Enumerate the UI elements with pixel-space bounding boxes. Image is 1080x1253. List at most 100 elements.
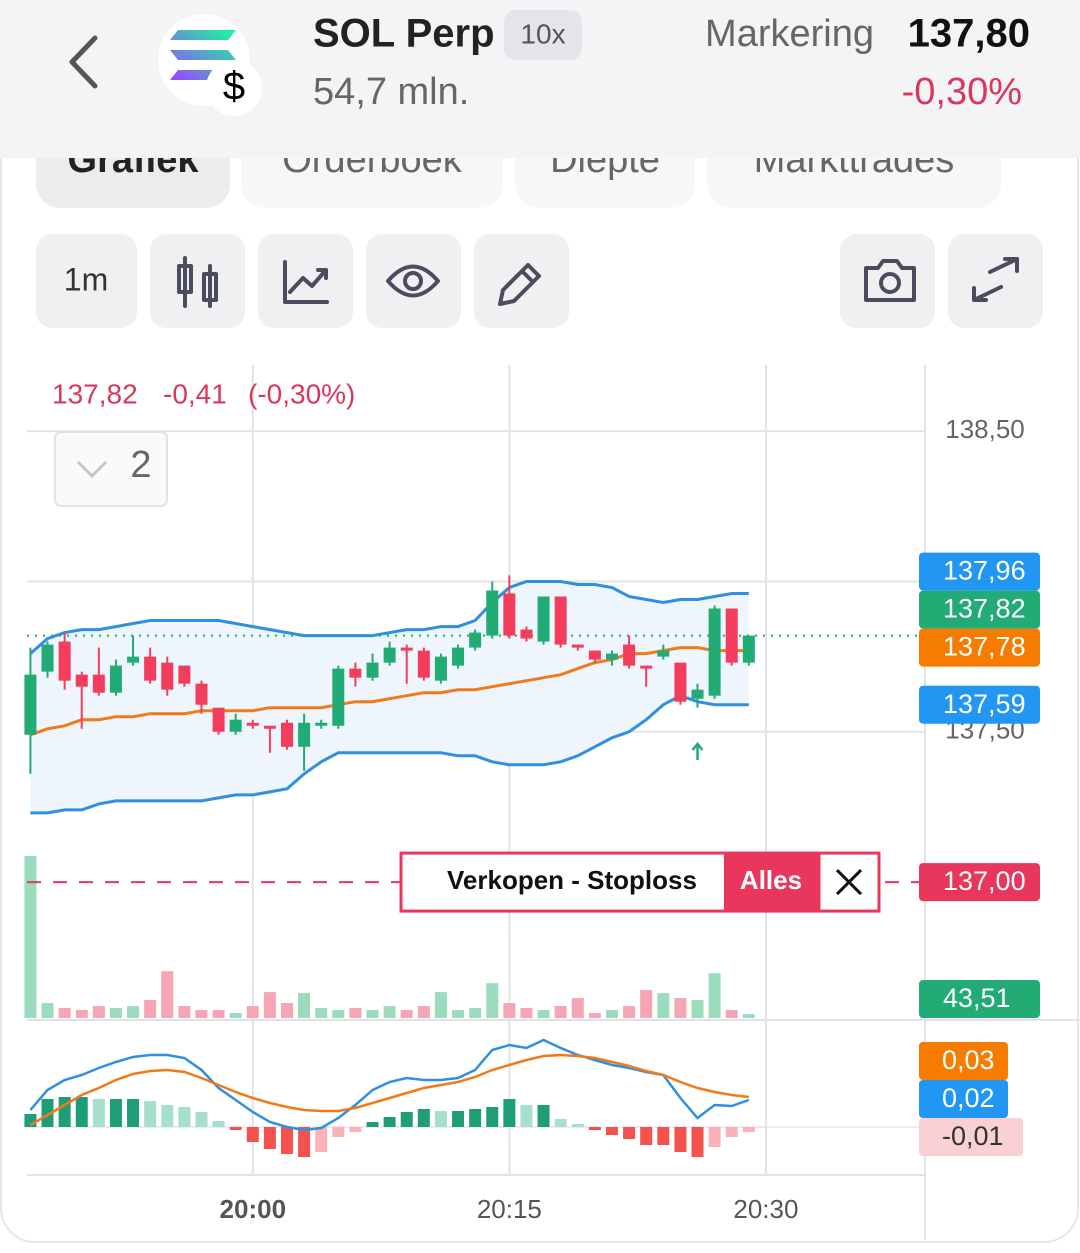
price-badge — [919, 685, 1040, 724]
volume-bar — [263, 992, 276, 1018]
mark-price: 137,80 — [908, 12, 1030, 56]
volume-bar — [280, 1003, 293, 1018]
macd-hist-bar — [503, 1099, 516, 1127]
volume-bar — [657, 993, 670, 1018]
quote-icon: $ — [223, 65, 245, 109]
macd-hist-bar — [298, 1127, 311, 1157]
volume-bar — [725, 1010, 738, 1018]
volume-bar — [588, 1013, 601, 1018]
camera-icon — [864, 259, 916, 302]
macd-hist-bar — [674, 1127, 687, 1152]
macd-hist-bar — [605, 1127, 618, 1135]
candle-body — [349, 668, 362, 678]
macd-hist-bar — [161, 1105, 174, 1127]
volume-bar — [554, 1006, 567, 1018]
eye-icon — [386, 264, 440, 298]
fullscreen-button[interactable] — [948, 234, 1043, 328]
candle-body — [263, 725, 276, 729]
macd-hist-bar — [366, 1122, 379, 1127]
leverage-pill — [504, 10, 582, 60]
candle-body — [92, 674, 105, 693]
candle-body — [537, 596, 550, 642]
volume-bar — [349, 1008, 362, 1018]
macd-hist-bar — [486, 1107, 499, 1127]
macd-hist-bar — [41, 1099, 54, 1127]
candle-body — [623, 644, 636, 666]
macd-hist-bar — [109, 1099, 122, 1127]
volume-bar — [417, 1006, 430, 1018]
draw-button[interactable] — [474, 234, 569, 328]
volume-bar — [24, 855, 37, 1018]
macd-hist-bar — [588, 1127, 601, 1130]
volume-bar — [605, 1010, 618, 1018]
volume-bar — [229, 1013, 242, 1018]
candle-body — [161, 662, 174, 690]
macd-hist-bar — [263, 1127, 276, 1149]
macd-hist-bar — [229, 1127, 242, 1130]
x-tick-label: 20:15 — [477, 1194, 542, 1224]
chart-type-button[interactable] — [150, 234, 245, 328]
volume-bar — [691, 1000, 704, 1018]
legend-change-pct: (-0,30%) — [248, 378, 355, 409]
volume-bar — [503, 1003, 516, 1018]
toolbar: 1m — [36, 234, 1043, 328]
visibility-button[interactable] — [366, 234, 461, 328]
eye-pupil — [403, 271, 423, 291]
candle-body — [195, 683, 208, 705]
mark-label: Markering — [705, 13, 874, 55]
macd-hist-bar — [469, 1109, 482, 1127]
volume-bar — [486, 983, 499, 1018]
macd-hist-bar — [742, 1127, 755, 1132]
macd-hist-bar — [520, 1105, 533, 1127]
legend-change: -0,41 — [163, 378, 227, 409]
macd-hist-bar — [315, 1127, 328, 1152]
macd-hist-bar — [24, 1114, 37, 1127]
band-lower — [30, 694, 749, 815]
volume-bar — [58, 1008, 71, 1018]
macd-hist-bar — [212, 1121, 225, 1127]
volume-bar — [332, 1010, 345, 1018]
price-badge-label: 137,96 — [943, 556, 1026, 586]
candle-body — [332, 668, 345, 726]
order-cancel[interactable] — [835, 869, 863, 896]
candle-body — [503, 593, 516, 636]
candle-body — [212, 707, 225, 732]
legend-price: 137,82 — [52, 378, 138, 409]
candle-body — [674, 662, 687, 702]
order-action[interactable] — [724, 853, 819, 912]
interval-button[interactable] — [36, 234, 137, 328]
price-badge — [919, 980, 1040, 1018]
volume-bar — [144, 1000, 157, 1018]
macd-hist-bar — [280, 1127, 293, 1154]
price-badge-label: 137,59 — [943, 689, 1026, 719]
volume-bar — [298, 993, 311, 1018]
interval: 1m — [64, 261, 108, 297]
macd-hist-bar — [144, 1101, 157, 1127]
back-button[interactable] — [69, 35, 98, 89]
candle-body — [588, 650, 601, 660]
candle-body — [452, 647, 465, 666]
macd-hist-bar — [452, 1111, 465, 1127]
candle-body — [486, 590, 499, 636]
volume-bar — [315, 1008, 328, 1018]
indicator-count: 2 — [130, 444, 151, 486]
volume-bar — [92, 1006, 105, 1018]
volume-bar — [708, 973, 721, 1018]
volume-bar — [195, 1010, 208, 1018]
macd-line — [29, 1038, 750, 1132]
candle-body — [657, 650, 670, 657]
chevron — [76, 460, 108, 479]
volume-bar — [520, 1008, 533, 1018]
candle-body — [554, 596, 567, 645]
volume-bar — [623, 1006, 636, 1018]
candle-body — [469, 632, 482, 648]
macd-hist-bar — [417, 1109, 430, 1127]
signal-arrow — [691, 742, 704, 760]
macd-hist-bar — [400, 1112, 413, 1127]
indicator-toggle[interactable] — [54, 431, 168, 507]
candle-body — [640, 665, 653, 669]
screenshot-button[interactable] — [840, 234, 935, 328]
candle-body — [605, 653, 618, 660]
quote-badge — [206, 60, 262, 116]
